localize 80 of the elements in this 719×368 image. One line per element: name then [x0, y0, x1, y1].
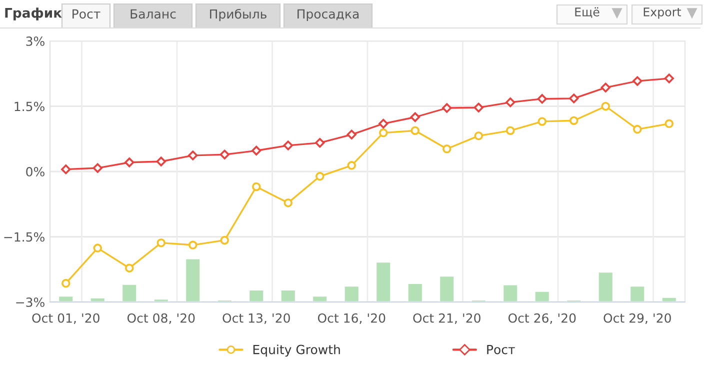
point: [284, 198, 292, 208]
point: [474, 102, 484, 112]
point: [156, 156, 166, 166]
point: [283, 140, 293, 150]
point: [188, 150, 198, 160]
y-tick-label: 3%: [26, 36, 44, 46]
point: [506, 126, 515, 135]
bar: [438, 275, 456, 302]
bar: [566, 299, 582, 302]
bar: [280, 289, 296, 302]
point: [506, 98, 516, 108]
point: [474, 131, 483, 140]
text: Рост: [72, 9, 100, 19]
point: [347, 161, 356, 170]
point: [93, 244, 102, 252]
x-tick-label: Oct 01, '20: [32, 313, 100, 324]
point: [220, 236, 229, 245]
point: [410, 112, 420, 122]
bar: [534, 290, 550, 302]
point: [538, 117, 546, 126]
bar: [89, 296, 106, 302]
y-tick-label: −3%: [16, 297, 44, 307]
point: [378, 118, 388, 128]
bar: [248, 289, 265, 302]
point: [156, 238, 166, 248]
text: Баланс: [130, 9, 176, 19]
point: [633, 124, 642, 134]
x-tick-label: Oct 13, '20: [222, 313, 290, 324]
point: [601, 102, 610, 111]
point: [600, 82, 610, 92]
point: [125, 264, 134, 272]
point: [379, 128, 388, 138]
bar: [58, 295, 74, 302]
x-tick-label: Oct 29, '20: [604, 313, 671, 324]
y-tick-label: 0%: [26, 166, 44, 176]
point: [188, 240, 198, 250]
bar: [216, 299, 233, 302]
point: [664, 119, 674, 128]
bar: [375, 261, 392, 302]
x-tick-label: Oct 08, '20: [127, 313, 195, 324]
point: [315, 138, 325, 148]
chart-title: График: [5, 8, 62, 20]
x-tick-label: Oct 26, '20: [508, 313, 576, 324]
point: [252, 146, 262, 156]
point: [62, 278, 70, 288]
point: [569, 94, 579, 104]
x-tick-label: Oct 21, '20: [413, 313, 480, 324]
point: [570, 116, 578, 125]
point: [442, 103, 452, 113]
bar: [597, 271, 614, 302]
legend-label: Equity Growth: [253, 344, 340, 357]
point: [220, 150, 230, 160]
bar: [121, 283, 138, 302]
bar: [343, 285, 360, 302]
text: Ещё: [575, 7, 600, 18]
point: [92, 163, 102, 173]
y-tick-label: 1.5%: [14, 102, 44, 112]
bar: [470, 299, 487, 302]
text: Просадка: [298, 9, 359, 22]
point: [632, 76, 642, 86]
bar: [660, 296, 678, 302]
x-tick-label: Oct 16, '20: [318, 313, 386, 324]
point: [664, 74, 674, 84]
bar: [406, 282, 424, 302]
bar: [502, 284, 519, 302]
point: [124, 158, 134, 168]
point: [346, 130, 356, 140]
legend-label: Рост: [487, 344, 515, 354]
point: [61, 164, 71, 174]
point: [442, 144, 452, 154]
text: Export: [644, 8, 682, 19]
point: [410, 126, 420, 135]
bar: [184, 258, 202, 302]
point: [537, 94, 547, 104]
point: [316, 172, 324, 181]
point: [252, 182, 261, 192]
text: Прибыль: [210, 8, 266, 22]
bar: [312, 295, 328, 302]
bar: [629, 285, 646, 302]
y-tick-label: −1.5%: [4, 232, 44, 242]
